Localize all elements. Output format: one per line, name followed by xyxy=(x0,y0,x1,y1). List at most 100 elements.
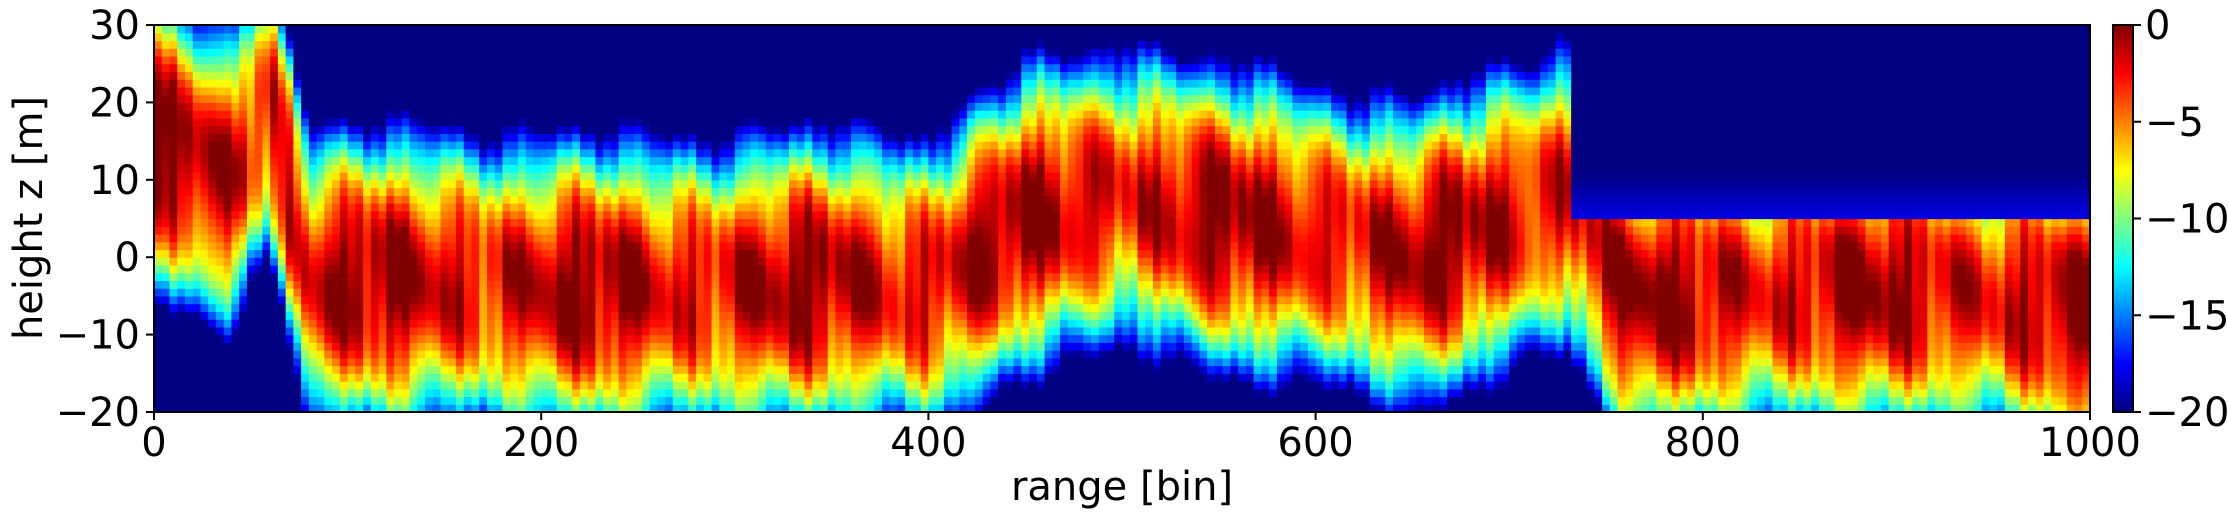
heatmap-cell xyxy=(595,288,604,297)
heatmap-cell xyxy=(401,71,411,80)
heatmap-cell xyxy=(827,156,837,165)
heatmap-cell xyxy=(804,396,813,405)
heatmap-cell xyxy=(665,396,674,405)
heatmap-cell xyxy=(456,249,465,258)
heatmap-cell xyxy=(595,125,604,134)
heatmap-cell xyxy=(517,148,527,158)
heatmap-cell xyxy=(711,241,720,251)
heatmap-cell xyxy=(486,218,496,227)
heatmap-cell xyxy=(812,32,821,42)
heatmap-cell xyxy=(634,63,643,73)
heatmap-cell xyxy=(270,241,279,251)
heatmap-cell xyxy=(804,303,813,312)
heatmap-cell xyxy=(688,233,697,243)
heatmap-cell xyxy=(881,79,891,88)
heatmap-cell xyxy=(881,32,891,42)
heatmap-cell xyxy=(812,334,821,343)
heatmap-cell xyxy=(858,342,868,351)
heatmap-cell xyxy=(603,365,612,374)
heatmap-cell xyxy=(881,55,891,65)
heatmap-cell xyxy=(409,295,418,305)
heatmap-cell xyxy=(688,172,697,181)
heatmap-cell xyxy=(835,110,844,119)
heatmap-cell xyxy=(239,172,248,181)
heatmap-cell xyxy=(897,404,906,412)
heatmap-cell xyxy=(618,94,627,103)
heatmap-cell xyxy=(502,226,511,235)
heatmap-cell xyxy=(649,381,658,390)
heatmap-cell xyxy=(363,319,372,328)
heatmap-cell xyxy=(835,373,844,382)
heatmap-cell xyxy=(610,342,620,351)
heatmap-cell xyxy=(587,164,596,173)
heatmap-cell xyxy=(634,381,643,390)
heatmap-cell xyxy=(680,280,689,289)
heatmap-cell xyxy=(324,288,333,297)
heatmap-cell xyxy=(177,172,186,181)
heatmap-cell xyxy=(456,40,465,49)
heatmap-cell xyxy=(277,210,287,220)
heatmap-cell xyxy=(564,156,573,165)
heatmap-cell xyxy=(719,63,728,73)
heatmap-cell xyxy=(246,326,256,336)
heatmap-cell xyxy=(719,71,728,80)
heatmap-cell xyxy=(409,187,418,196)
heatmap-cell xyxy=(773,233,782,243)
heatmap-cell xyxy=(696,311,705,320)
heatmap-cell xyxy=(912,342,922,351)
heatmap-cell xyxy=(897,94,906,103)
heatmap-cell xyxy=(432,381,442,390)
heatmap-cell xyxy=(301,319,310,328)
heatmap-cell xyxy=(912,381,922,390)
heatmap-cell xyxy=(154,210,163,220)
heatmap-cell xyxy=(734,218,744,227)
heatmap-cell xyxy=(417,396,426,405)
heatmap-cell xyxy=(634,55,643,65)
heatmap-cell xyxy=(378,195,387,204)
heatmap-cell xyxy=(223,257,233,266)
heatmap-cell xyxy=(850,241,860,251)
heatmap-cell xyxy=(417,94,426,103)
heatmap-cell xyxy=(827,334,837,343)
heatmap-cell xyxy=(618,257,627,266)
heatmap-cell xyxy=(154,226,163,235)
heatmap-cell xyxy=(456,55,465,65)
heatmap-cell xyxy=(758,257,767,266)
heatmap-cell xyxy=(719,203,728,212)
heatmap-cell xyxy=(649,117,658,127)
heatmap-cell xyxy=(703,264,713,274)
heatmap-cell xyxy=(804,357,813,367)
heatmap-cell xyxy=(711,357,720,367)
heatmap-cell xyxy=(665,55,674,65)
heatmap-cell xyxy=(765,86,775,96)
heatmap-cell xyxy=(432,117,442,127)
heatmap-cell xyxy=(843,32,852,42)
heatmap-cell xyxy=(486,86,496,96)
heatmap-cell xyxy=(339,172,349,181)
heatmap-cell xyxy=(285,357,294,367)
heatmap-cell xyxy=(363,311,372,320)
heatmap-cell xyxy=(308,179,318,189)
heatmap-cell xyxy=(448,156,457,165)
heatmap-cell xyxy=(154,365,163,374)
heatmap-cell xyxy=(184,210,194,220)
heatmap-cell xyxy=(626,381,635,390)
heatmap-cell xyxy=(634,71,643,80)
heatmap-cell xyxy=(192,71,202,80)
heatmap-cell xyxy=(920,311,929,320)
heatmap-cell xyxy=(657,102,666,111)
heatmap-cell xyxy=(285,40,294,49)
heatmap-cell xyxy=(533,311,542,320)
heatmap-cell xyxy=(332,381,341,390)
heatmap-cell xyxy=(293,350,302,359)
heatmap-cell xyxy=(881,319,891,328)
heatmap-cell xyxy=(231,396,240,405)
heatmap-cell xyxy=(541,218,550,227)
heatmap-cell xyxy=(154,319,163,328)
heatmap-cell xyxy=(463,164,473,173)
heatmap-cell xyxy=(463,381,473,390)
heatmap-cell xyxy=(750,94,759,103)
heatmap-cell xyxy=(850,233,860,243)
heatmap-cell xyxy=(192,350,202,359)
heatmap-cell xyxy=(270,179,279,189)
